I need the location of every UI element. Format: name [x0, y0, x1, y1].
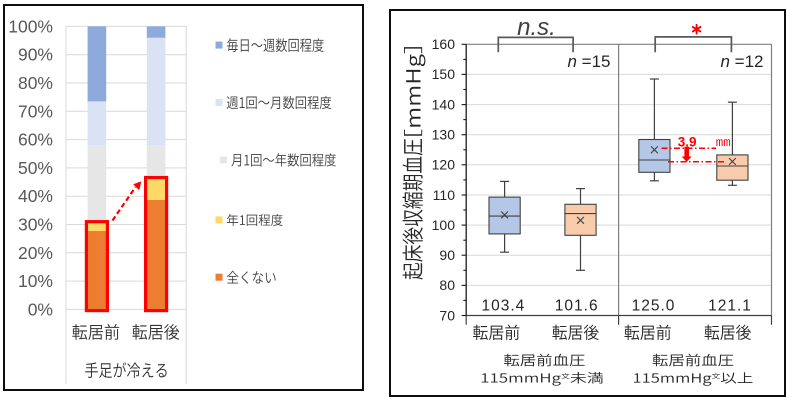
- svg-text:160: 160: [432, 36, 456, 52]
- svg-text:121.1: 121.1: [708, 298, 752, 315]
- svg-text:0%: 0%: [28, 299, 53, 319]
- svg-text:130: 130: [432, 127, 456, 143]
- svg-text:40%: 40%: [18, 186, 53, 206]
- svg-text:30%: 30%: [18, 215, 53, 235]
- svg-text:60%: 60%: [18, 130, 53, 150]
- svg-text:90%: 90%: [18, 45, 53, 65]
- svg-text:103.4: 103.4: [482, 298, 526, 315]
- svg-text:70: 70: [439, 307, 455, 323]
- svg-text:100: 100: [432, 217, 456, 233]
- svg-text:n =12: n =12: [720, 52, 763, 71]
- svg-text:125.0: 125.0: [632, 298, 676, 315]
- svg-text:140: 140: [432, 96, 456, 112]
- svg-text:70%: 70%: [18, 101, 53, 121]
- svg-text:20%: 20%: [18, 243, 53, 263]
- svg-text:50%: 50%: [18, 158, 53, 178]
- svg-text:n.s.: n.s.: [517, 14, 556, 41]
- svg-text:80%: 80%: [18, 73, 53, 93]
- svg-text:90: 90: [439, 247, 455, 263]
- svg-text:120: 120: [432, 157, 456, 173]
- svg-text:n =15: n =15: [567, 52, 610, 71]
- svg-text:80: 80: [439, 277, 455, 293]
- svg-text:150: 150: [432, 66, 456, 82]
- svg-text:110: 110: [433, 187, 456, 203]
- svg-text:100%: 100%: [8, 16, 53, 36]
- svg-text:101.6: 101.6: [555, 298, 599, 315]
- svg-text:10%: 10%: [18, 271, 53, 291]
- svg-text:3.9: 3.9: [678, 135, 697, 150]
